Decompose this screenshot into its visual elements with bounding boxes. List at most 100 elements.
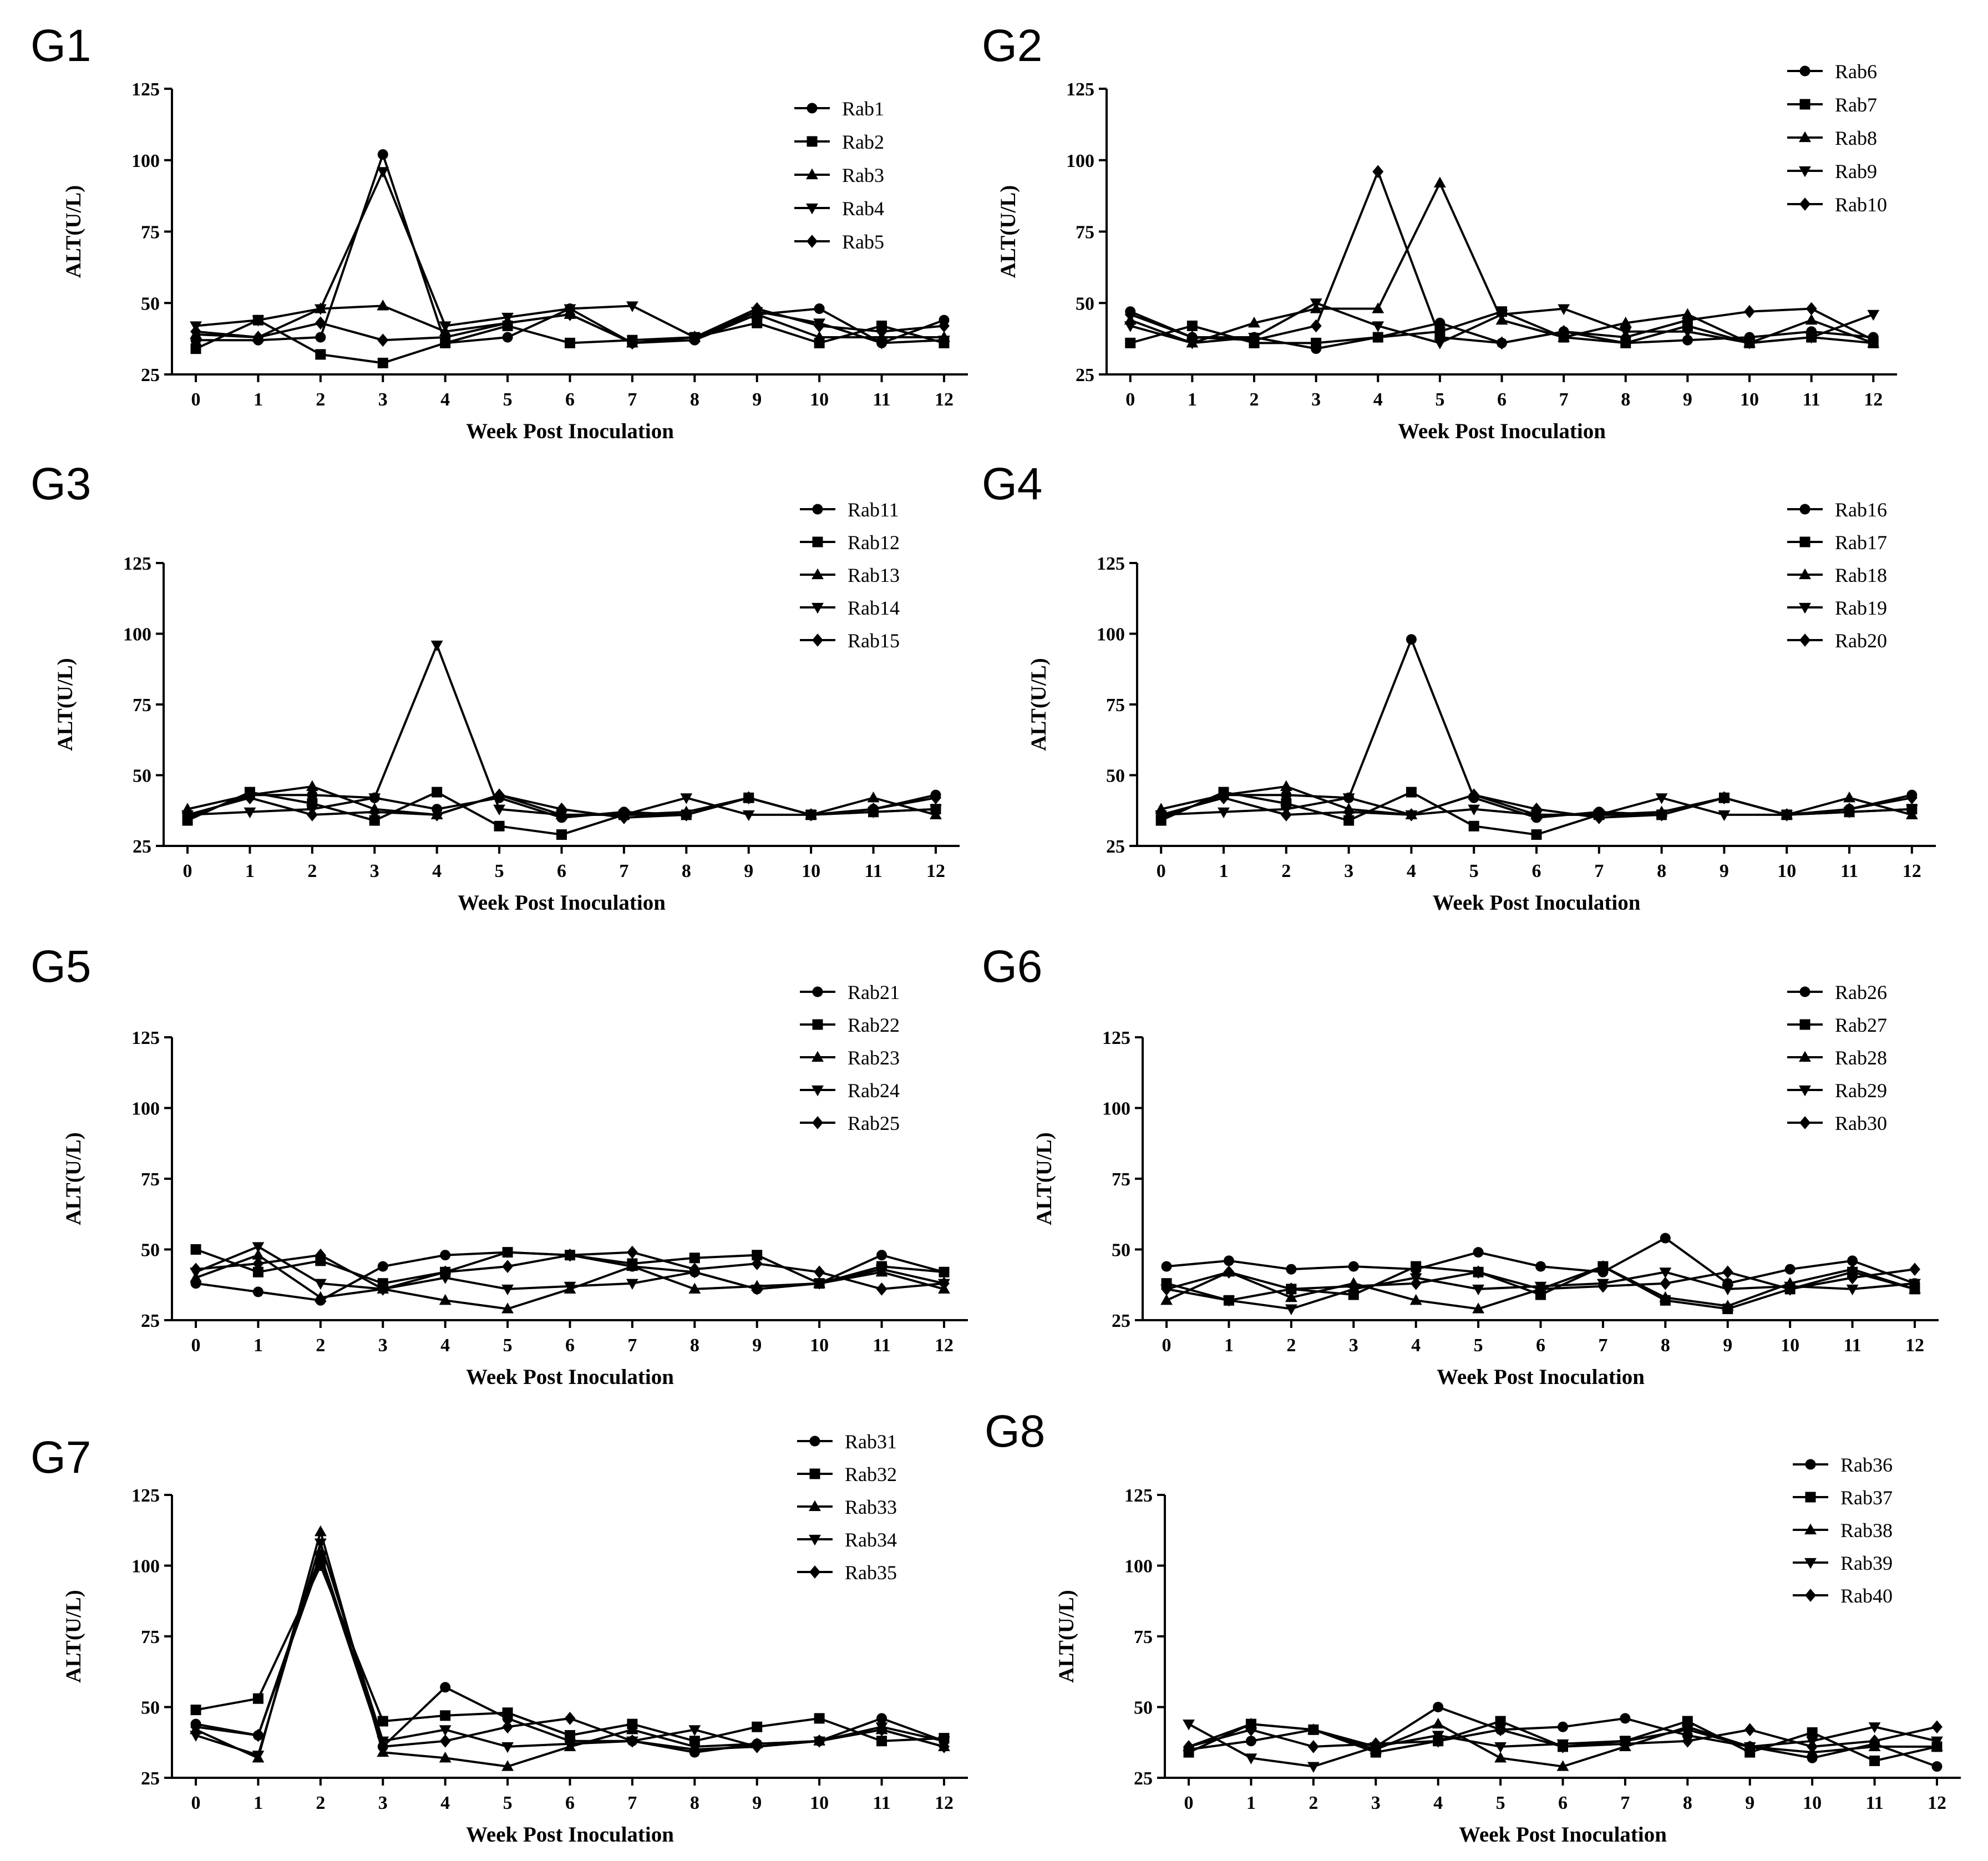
legend-label: Rab39 [1840, 1552, 1893, 1574]
legend-item: Rab7 [1787, 94, 1877, 116]
x-tick-label: 0 [191, 389, 201, 410]
data-point [1619, 316, 1632, 328]
y-tick-label: 50 [1106, 766, 1125, 787]
data-point [1410, 1276, 1422, 1290]
x-axis-title: Week Post Inoculation [1459, 1823, 1667, 1847]
data-point [751, 1257, 763, 1270]
x-tick-label: 0 [1184, 1793, 1194, 1813]
x-tick-label: 8 [1661, 1335, 1670, 1356]
data-point [875, 1265, 888, 1276]
x-tick-label: 12 [1903, 861, 1921, 881]
data-point [1432, 1717, 1444, 1729]
data-point [1597, 1279, 1609, 1293]
series-line [1166, 1236, 1915, 1285]
data-point [314, 1291, 327, 1302]
data-point [814, 1734, 825, 1748]
x-tick-label: 0 [183, 861, 192, 881]
series-line [1188, 1706, 1938, 1768]
x-tick-label: 3 [378, 389, 388, 410]
x-tick-label: 9 [1720, 861, 1729, 881]
x-tick-label: 11 [873, 1335, 890, 1356]
x-tick-label: 11 [1803, 389, 1820, 410]
data-point [1406, 634, 1417, 645]
data-point [252, 1266, 263, 1277]
legend-item: Rab19 [1787, 597, 1887, 619]
data-point [377, 333, 389, 347]
data-point [1285, 1304, 1297, 1315]
legend-item: Rab18 [1787, 564, 1887, 586]
data-point [315, 332, 326, 343]
x-tick-label: 9 [1745, 1793, 1754, 1813]
x-tick-label: 1 [1224, 1335, 1234, 1356]
data-point [431, 808, 443, 822]
x-tick-label: 8 [682, 861, 691, 881]
x-axis-title: Week Post Inoculation [1437, 1365, 1645, 1389]
x-tick-label: 10 [810, 1793, 829, 1813]
data-point [1343, 805, 1355, 819]
legend-item: Rab34 [797, 1529, 897, 1551]
data-point [1743, 1742, 1756, 1753]
series-rab20 [1155, 788, 1918, 824]
data-point [564, 1281, 576, 1293]
data-point [1784, 1282, 1796, 1296]
series-rab15 [182, 788, 941, 824]
legend-item: Rab10 [1787, 194, 1887, 216]
legend-item: Rab28 [1787, 1047, 1887, 1069]
y-tick-label: 50 [141, 1240, 160, 1261]
y-tick-label: 125 [131, 1028, 160, 1048]
legend-marker [812, 1116, 823, 1129]
x-tick-label: 12 [1928, 1793, 1946, 1813]
series-rab2 [190, 315, 950, 368]
x-tick-label: 4 [440, 1793, 450, 1813]
data-point [1931, 1761, 1943, 1772]
x-axis-title: Week Post Inoculation [1398, 419, 1606, 443]
data-point [1468, 788, 1480, 802]
data-point [1846, 1262, 1859, 1274]
x-tick-label: 5 [503, 1335, 513, 1356]
x-tick-label: 1 [1246, 1793, 1256, 1813]
legend-item: Rab6 [1787, 60, 1877, 83]
data-point [1496, 336, 1508, 350]
data-point [377, 1740, 389, 1753]
legend-item: Rab22 [800, 1014, 900, 1036]
data-point [439, 1751, 452, 1763]
data-point [432, 787, 443, 798]
y-axis-title: ALT(U/L) [62, 1590, 85, 1683]
data-point [1847, 1255, 1858, 1266]
legend-marker [806, 168, 818, 180]
y-tick-label: 125 [1066, 79, 1094, 100]
x-tick-label: 11 [873, 1793, 890, 1813]
x-tick-label: 11 [1865, 1793, 1883, 1813]
x-tick-label: 10 [810, 1335, 829, 1356]
data-point [813, 331, 826, 342]
x-tick-label: 1 [253, 1335, 263, 1356]
legend-label: Rab18 [1835, 564, 1887, 586]
data-point [1619, 1737, 1631, 1751]
legend-item: Rab11 [800, 499, 899, 521]
x-tick-label: 11 [864, 861, 882, 881]
legend-label: Rab13 [848, 564, 900, 586]
data-point [626, 301, 638, 312]
data-point [689, 1743, 701, 1756]
x-tick-label: 8 [1621, 389, 1630, 410]
legend-item: Rab5 [794, 231, 884, 253]
data-point [1409, 1294, 1422, 1305]
x-tick-label: 0 [1125, 389, 1135, 410]
x-tick-label: 10 [802, 861, 820, 881]
x-tick-label: 9 [752, 1335, 762, 1356]
legend-marker [812, 504, 823, 515]
y-tick-label: 25 [1106, 836, 1125, 857]
legend-item: Rab9 [1787, 160, 1877, 182]
data-point [1494, 1742, 1507, 1753]
data-point [430, 640, 443, 652]
data-point [1494, 1751, 1507, 1763]
legend-item: Rab20 [1787, 630, 1887, 652]
data-point [814, 303, 825, 315]
data-point [814, 319, 825, 333]
legend-label: Rab24 [848, 1079, 900, 1102]
data-point [1681, 308, 1694, 319]
x-tick-label: 3 [378, 1793, 388, 1813]
series-rab4 [190, 167, 950, 349]
x-tick-label: 5 [1496, 1793, 1505, 1813]
